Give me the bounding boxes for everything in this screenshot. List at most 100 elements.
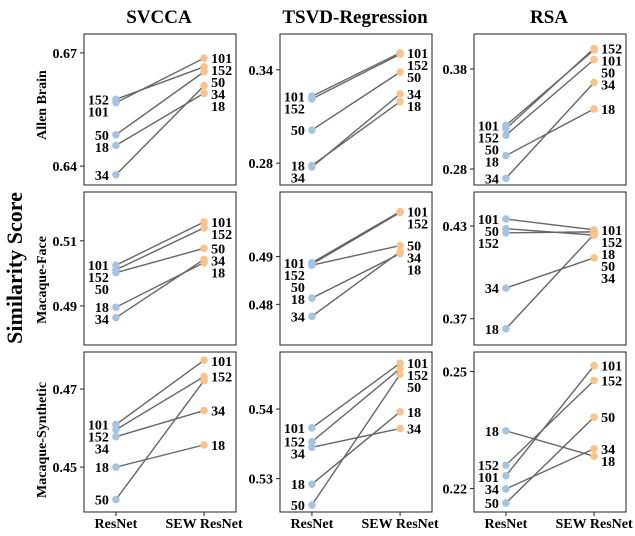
panel-macaque-face-rsa-point-resnet-18 xyxy=(502,324,510,333)
panel-macaque-face-svcca-label-sew-resnet-50: 50 xyxy=(211,242,225,257)
panel-macaque-face-rsa-label-resnet-152: 152 xyxy=(478,237,499,252)
panel-macaque-synthetic-tsvd-regression-label-resnet-34: 34 xyxy=(291,448,305,463)
panel-allen-brain-tsvd-regression-point-sew-resnet-18 xyxy=(396,97,404,106)
row-label-macaque-synthetic: Macaque-Synthetic xyxy=(35,382,50,498)
panel-macaque-synthetic-tsvd-regression-point-sew-resnet-18 xyxy=(396,408,404,416)
panel-macaque-face-rsa-point-resnet-34 xyxy=(502,284,510,292)
panel-macaque-face-tsvd-regression-point-sew-resnet-50 xyxy=(396,241,404,250)
panel-macaque-face-svcca-point-sew-resnet-152 xyxy=(200,224,208,232)
panel-macaque-face-rsa-point-sew-resnet-34 xyxy=(590,254,598,262)
panel-macaque-face-svcca-label-resnet-152: 152 xyxy=(88,271,109,286)
panel-macaque-synthetic-tsvd-regression-label-sew-resnet-50: 50 xyxy=(407,381,421,396)
panel-allen-brain-rsa-y-tick-label: 0.38 xyxy=(443,63,468,78)
panel-macaque-synthetic-svcca-point-sew-resnet-18 xyxy=(200,441,208,449)
panel-macaque-face-rsa-label-resnet-101: 101 xyxy=(478,213,499,228)
panel-macaque-synthetic-svcca-series-line-101 xyxy=(115,359,205,426)
panel-macaque-face-svcca-frame xyxy=(83,191,237,346)
panel-macaque-face-tsvd-regression-series-line-101 xyxy=(311,210,401,264)
panel-macaque-synthetic-tsvd-regression-label-sew-resnet-101: 101 xyxy=(407,357,428,372)
panel-macaque-synthetic-rsa-frame xyxy=(473,351,627,513)
panel-allen-brain-rsa-series-line-152 xyxy=(505,47,595,130)
panel-macaque-synthetic-rsa-point-sew-resnet-152 xyxy=(590,376,598,385)
column-title-rsa: RSA xyxy=(530,7,568,28)
panel-macaque-synthetic-tsvd-regression-label-resnet-50: 50 xyxy=(291,499,305,514)
panel-allen-brain-tsvd-regression-series-line-50 xyxy=(311,71,401,131)
panel-macaque-synthetic-tsvd-regression-x-tick-label: ResNet xyxy=(291,517,334,532)
panel-macaque-synthetic-tsvd-regression-y-tick-label: 0.53 xyxy=(249,473,274,488)
panel-macaque-synthetic-rsa-label-resnet-18: 18 xyxy=(485,425,499,440)
panel-macaque-synthetic-tsvd-regression-point-resnet-34 xyxy=(308,443,316,452)
panel-allen-brain-tsvd-regression-label-resnet-152: 152 xyxy=(284,102,305,117)
panel-macaque-face-rsa-label-resnet-34: 34 xyxy=(485,282,499,297)
panel-macaque-synthetic-svcca-label-sew-resnet-152: 152 xyxy=(211,371,232,386)
panel-macaque-face-tsvd-regression-point-sew-resnet-34 xyxy=(396,247,404,256)
panel-macaque-face-tsvd-regression-point-resnet-18 xyxy=(308,294,316,302)
panel-macaque-face-svcca-label-sew-resnet-152: 152 xyxy=(211,228,232,243)
panel-macaque-synthetic-rsa-series-line-34 xyxy=(505,448,595,490)
panel-macaque-face-rsa-label-resnet-18: 18 xyxy=(485,323,499,338)
panel-macaque-face-svcca-point-sew-resnet-34 xyxy=(200,255,208,264)
panel-macaque-face-rsa-series-line-152 xyxy=(505,231,595,234)
panel-macaque-synthetic-rsa-label-sew-resnet-34: 34 xyxy=(601,443,615,458)
panel-macaque-face-tsvd-regression-label-sew-resnet-50: 50 xyxy=(407,240,421,255)
panel-macaque-face-rsa-label-sew-resnet-101: 101 xyxy=(601,224,622,239)
panel-allen-brain-svcca-point-resnet-152 xyxy=(112,95,120,104)
panel-macaque-face-tsvd-regression-series-line-152 xyxy=(311,211,401,265)
panel-macaque-synthetic-rsa-point-sew-resnet-34 xyxy=(590,444,598,453)
panel-macaque-synthetic-rsa-series-line-101 xyxy=(505,365,595,477)
panel-macaque-synthetic-svcca-point-resnet-152 xyxy=(112,425,120,434)
panel-allen-brain-svcca-label-resnet-50: 50 xyxy=(95,129,109,144)
panel-macaque-synthetic-rsa-x-tick-label: SEW ResNet xyxy=(556,517,633,532)
panel-macaque-synthetic-svcca-point-sew-resnet-152 xyxy=(200,372,208,381)
panel-macaque-face-tsvd-regression-series-line-50 xyxy=(311,244,401,266)
panel-macaque-synthetic-tsvd-regression-point-resnet-50 xyxy=(308,501,316,509)
panel-macaque-synthetic-rsa-label-sew-resnet-152: 152 xyxy=(601,374,622,389)
panel-macaque-face-svcca-y-tick-label: 0.51 xyxy=(53,235,78,250)
panel-macaque-face-svcca-label-resnet-101: 101 xyxy=(88,259,109,274)
panel-allen-brain-rsa-label-resnet-34: 34 xyxy=(485,172,499,187)
panel-allen-brain-rsa-point-resnet-34 xyxy=(502,174,510,183)
panel-macaque-synthetic-rsa-series-line-152 xyxy=(505,379,595,466)
panel-macaque-synthetic-rsa-point-resnet-101 xyxy=(502,471,510,480)
panel-macaque-face-svcca-point-resnet-18 xyxy=(112,303,120,312)
panel-macaque-face-rsa-series-line-101 xyxy=(505,218,595,231)
panel-macaque-synthetic-svcca-frame xyxy=(83,351,237,513)
panel-allen-brain-svcca-label-resnet-152: 152 xyxy=(88,93,109,108)
panel-allen-brain-tsvd-regression-point-sew-resnet-50 xyxy=(396,68,404,76)
panel-allen-brain-rsa-label-sew-resnet-18: 18 xyxy=(601,103,615,118)
panel-macaque-synthetic-rsa-label-resnet-50: 50 xyxy=(485,497,499,512)
panel-macaque-synthetic-svcca-label-resnet-34: 34 xyxy=(95,443,109,458)
panel-allen-brain-tsvd-regression-point-resnet-34 xyxy=(308,163,316,171)
panel-allen-brain-tsvd-regression-label-sew-resnet-34: 34 xyxy=(407,88,421,103)
panel-macaque-synthetic-svcca-point-sew-resnet-101 xyxy=(200,356,208,364)
panel-allen-brain-tsvd-regression-point-sew-resnet-152 xyxy=(396,50,404,59)
panel-macaque-synthetic-tsvd-regression-label-sew-resnet-152: 152 xyxy=(407,369,428,384)
panel-macaque-synthetic-rsa-y-tick-label: 0.25 xyxy=(443,366,468,381)
panel-macaque-synthetic-svcca-point-resnet-50 xyxy=(112,495,120,504)
panel-allen-brain-tsvd-regression-y-tick-label: 0.28 xyxy=(249,157,274,172)
panel-macaque-synthetic-svcca-series-line-34 xyxy=(115,409,205,438)
panel-allen-brain-svcca-point-resnet-34 xyxy=(112,171,120,179)
panel-macaque-face-tsvd-regression-point-sew-resnet-152 xyxy=(396,208,404,217)
panel-allen-brain-tsvd-regression-series-line-152 xyxy=(311,53,401,100)
panel-macaque-face-tsvd-regression-label-resnet-50: 50 xyxy=(291,281,305,296)
panel-macaque-synthetic-rsa-point-resnet-18 xyxy=(502,427,510,435)
panel-macaque-face-rsa-y-tick-label: 0.37 xyxy=(443,313,468,328)
panel-macaque-synthetic-tsvd-regression-label-sew-resnet-34: 34 xyxy=(407,423,421,438)
panel-allen-brain-tsvd-regression-frame xyxy=(279,33,433,186)
panel-allen-brain-rsa-label-resnet-18: 18 xyxy=(485,155,499,170)
panel-macaque-synthetic-svcca-x-tick-label: SEW ResNet xyxy=(166,517,243,532)
panel-allen-brain-svcca-frame xyxy=(83,33,237,186)
panel-allen-brain-tsvd-regression-label-resnet-50: 50 xyxy=(291,124,305,139)
panel-macaque-synthetic-tsvd-regression-point-sew-resnet-34 xyxy=(396,424,404,433)
panel-allen-brain-svcca-label-sew-resnet-50: 50 xyxy=(211,76,225,91)
panel-macaque-synthetic-tsvd-regression-point-resnet-152 xyxy=(308,437,316,446)
panel-macaque-face-rsa-point-resnet-101 xyxy=(502,215,510,223)
panel-macaque-synthetic-rsa-point-sew-resnet-101 xyxy=(590,361,598,370)
panel-macaque-synthetic-rsa-label-sew-resnet-18: 18 xyxy=(601,455,615,470)
panel-macaque-synthetic-tsvd-regression-y-tick-label: 0.54 xyxy=(249,403,274,418)
panel-allen-brain-tsvd-regression-label-sew-resnet-101: 101 xyxy=(407,47,428,62)
